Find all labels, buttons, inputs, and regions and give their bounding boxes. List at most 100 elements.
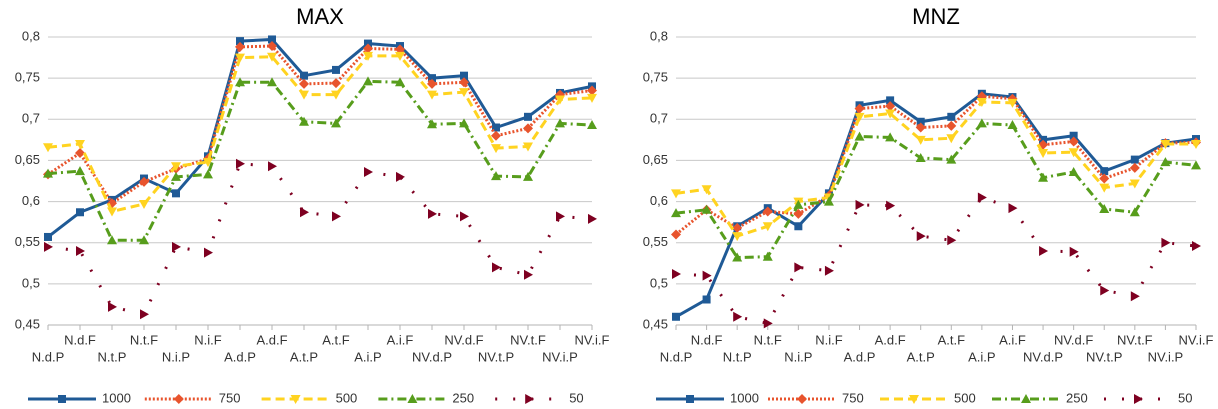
legend-label: 250 — [452, 390, 474, 405]
y-tick-label: 0,8 — [22, 28, 40, 43]
data-point — [75, 139, 85, 149]
data-point — [363, 76, 373, 86]
legend-label: 250 — [1066, 390, 1088, 405]
data-point — [672, 312, 680, 321]
data-point — [915, 152, 926, 162]
data-point — [108, 301, 117, 312]
data-point — [492, 262, 501, 273]
data-point — [854, 131, 865, 141]
data-point — [762, 251, 773, 261]
data-point — [427, 78, 437, 89]
data-point — [491, 130, 501, 141]
data-point — [1191, 160, 1201, 170]
x-tick-label: NV.t.P — [478, 349, 514, 364]
data-point — [886, 200, 896, 211]
data-point — [885, 109, 896, 119]
y-tick-label: 0,7 — [650, 111, 668, 126]
legend-marker — [407, 394, 418, 403]
data-point — [555, 95, 565, 105]
data-point — [332, 65, 340, 74]
data-point — [364, 166, 373, 177]
legend-marker — [58, 395, 66, 403]
x-tick-label: A.d.F — [256, 332, 287, 347]
data-point — [1161, 237, 1171, 248]
data-point — [701, 204, 712, 214]
data-point — [523, 171, 533, 181]
y-tick-label: 0,45 — [643, 316, 668, 331]
data-point — [854, 103, 865, 114]
data-point — [459, 118, 469, 128]
data-point — [763, 318, 773, 329]
data-point — [43, 143, 53, 153]
data-point — [793, 199, 804, 209]
x-tick-label: A.t.P — [290, 349, 318, 364]
data-point — [556, 211, 565, 222]
data-point — [523, 123, 533, 134]
data-point — [331, 118, 341, 128]
data-point — [1007, 98, 1018, 108]
legend-label: 50 — [569, 390, 583, 405]
data-point — [44, 232, 52, 241]
data-point — [671, 229, 681, 240]
data-point — [396, 171, 405, 182]
data-point — [427, 90, 437, 100]
data-point — [1068, 136, 1079, 147]
data-point — [702, 270, 712, 281]
data-point — [885, 132, 896, 142]
x-tick-label: NV.d.P — [412, 349, 452, 364]
x-tick-label: NV.d.F — [444, 332, 483, 347]
data-point — [204, 247, 213, 258]
x-tick-label: A.t.F — [322, 332, 350, 347]
x-tick-label: N.t.P — [723, 349, 752, 364]
data-point — [915, 135, 926, 145]
x-tick-label: NV.i.F — [1179, 332, 1214, 347]
x-tick-label: NV.d.F — [1054, 332, 1093, 347]
data-point — [363, 43, 373, 54]
y-tick-label: 0,55 — [15, 234, 40, 249]
series-line — [47, 37, 593, 239]
data-point — [855, 199, 865, 210]
legend-label: 1000 — [102, 390, 131, 405]
data-point — [823, 196, 834, 206]
data-point — [1069, 246, 1079, 257]
data-point — [1129, 162, 1140, 173]
legend-marker — [525, 394, 535, 404]
data-point — [395, 51, 405, 61]
data-point — [395, 77, 405, 87]
data-point — [363, 51, 373, 61]
x-tick-label: A.i.P — [354, 349, 381, 364]
data-point — [107, 235, 117, 245]
data-point — [1008, 203, 1018, 214]
x-tick-label: A.i.F — [387, 332, 414, 347]
y-tick-label: 0,65 — [15, 152, 40, 167]
x-tick-label: A.i.F — [999, 332, 1026, 347]
y-tick-label: 0,5 — [650, 275, 668, 290]
data-point — [588, 213, 597, 224]
data-point — [268, 161, 277, 172]
data-point — [947, 112, 956, 121]
x-tick-label: A.d.P — [224, 349, 256, 364]
data-point — [236, 37, 244, 46]
data-point — [332, 211, 341, 222]
data-point — [139, 235, 149, 245]
data-point — [733, 311, 743, 322]
chart-title: MAX — [296, 4, 344, 29]
y-tick-label: 0,7 — [22, 111, 40, 126]
data-point — [976, 118, 987, 128]
data-point — [1068, 166, 1079, 176]
data-point — [947, 235, 957, 246]
data-point — [76, 208, 84, 217]
series-line — [675, 92, 1197, 319]
data-point — [1099, 183, 1110, 193]
data-point — [172, 189, 180, 198]
data-point — [331, 90, 341, 100]
y-tick-label: 0,65 — [643, 152, 668, 167]
x-tick-label: NV.i.F — [575, 332, 610, 347]
y-tick-label: 0,5 — [22, 275, 40, 290]
data-point — [140, 309, 149, 320]
data-point — [491, 144, 501, 154]
data-point — [1160, 157, 1171, 167]
legend-marker — [290, 395, 301, 404]
data-point — [524, 112, 532, 121]
legend-label: 750 — [219, 390, 241, 405]
